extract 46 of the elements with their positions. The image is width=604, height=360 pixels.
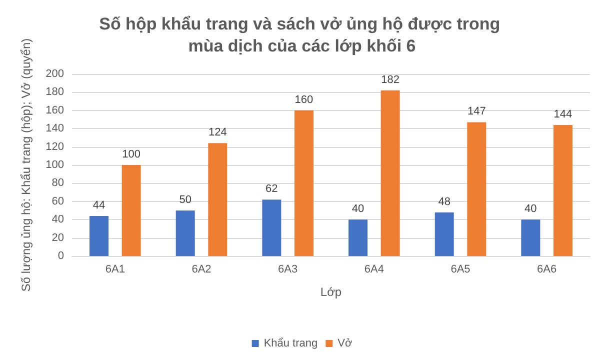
bar bbox=[176, 210, 195, 256]
y-tick-label: 40 bbox=[52, 214, 64, 226]
y-tick-label: 180 bbox=[46, 86, 64, 98]
y-axis-title: Số lượng ủng hộ: Khẩu trang (hộp); Vở (quyển) bbox=[19, 38, 33, 292]
x-axis-title: Lớp bbox=[320, 285, 342, 299]
data-label: 144 bbox=[554, 108, 572, 120]
data-label: 124 bbox=[208, 126, 227, 139]
bar bbox=[294, 110, 314, 256]
chart-title: Số hộp khẩu trang và sách vở ủng hộ được trong mùa dịch của các lớp khối 6 bbox=[99, 14, 505, 56]
data-label: 40 bbox=[524, 203, 537, 216]
y-tick-label: 20 bbox=[52, 232, 64, 244]
legend-label: Vở bbox=[338, 338, 352, 350]
bar bbox=[90, 216, 109, 256]
bar bbox=[122, 165, 141, 256]
y-tick-label: 200 bbox=[46, 68, 64, 80]
data-label: 44 bbox=[92, 199, 106, 212]
y-tick-label: 80 bbox=[52, 177, 64, 190]
y-tick-label: 0 bbox=[58, 250, 64, 262]
x-tick-label: 6A5 bbox=[450, 264, 470, 276]
data-label: 62 bbox=[266, 183, 278, 196]
bar bbox=[521, 220, 540, 256]
x-tick-label: 6A2 bbox=[192, 264, 212, 276]
y-tick-label: 120 bbox=[46, 140, 64, 153]
bar bbox=[380, 90, 400, 256]
data-label: 100 bbox=[122, 148, 140, 160]
legend-label: Khẩu trang bbox=[264, 338, 318, 350]
bar bbox=[208, 143, 228, 256]
x-tick-label: 6A1 bbox=[105, 264, 125, 276]
x-tick-label: 6A3 bbox=[278, 264, 298, 276]
bar bbox=[467, 122, 486, 256]
data-label: 50 bbox=[179, 194, 192, 206]
data-label: 182 bbox=[381, 74, 400, 86]
data-label: 40 bbox=[352, 203, 364, 216]
bar bbox=[553, 124, 572, 256]
bar bbox=[262, 200, 282, 256]
y-tick-label: 100 bbox=[46, 159, 64, 171]
x-tick-label: 6A4 bbox=[364, 264, 384, 276]
data-label: 48 bbox=[438, 196, 450, 208]
y-tick-label: 60 bbox=[52, 195, 64, 208]
bar bbox=[434, 212, 454, 256]
data-label: 160 bbox=[294, 94, 314, 106]
x-tick-label: 6A6 bbox=[537, 264, 557, 276]
bar bbox=[348, 220, 368, 256]
y-tick-label: 160 bbox=[46, 104, 64, 116]
y-tick-label: 140 bbox=[46, 122, 64, 135]
data-label: 147 bbox=[467, 106, 486, 118]
